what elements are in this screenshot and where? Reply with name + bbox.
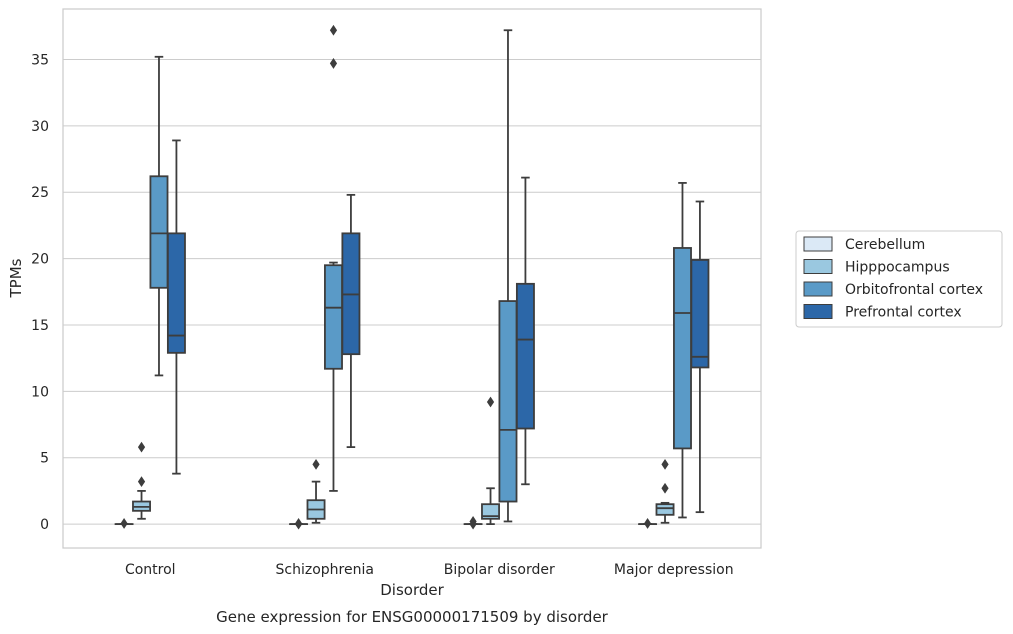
outlier-point [137, 441, 146, 453]
box-2-1 [481, 396, 500, 526]
legend-swatch [803, 259, 833, 274]
legend-swatch [803, 304, 833, 319]
box-1-2 [324, 24, 343, 492]
x-tick-label: Control [125, 562, 176, 578]
legend-entry: Orbitofrontal cortex [845, 282, 983, 298]
x-tick-label: Schizophrenia [276, 562, 374, 578]
legend-entry: Cerebellum [845, 237, 925, 253]
box-iqr [690, 259, 710, 369]
outlier-point [312, 458, 320, 470]
box-0-2 [149, 55, 169, 377]
legend-swatch [803, 281, 833, 297]
outlier-point [469, 516, 477, 527]
y-tick-label: 35 [31, 52, 49, 68]
box-plot-area [114, 24, 710, 530]
box-1-1 [306, 458, 326, 524]
box-iqr [655, 503, 675, 516]
y-tick-label: 20 [31, 252, 49, 268]
box-iqr [515, 282, 535, 430]
box-iqr [498, 300, 518, 503]
box-2-2 [498, 29, 518, 523]
x-tick-label: Major depression [614, 562, 734, 578]
outlier-point [137, 476, 146, 488]
box-1-0 [289, 518, 309, 530]
box-3-2 [673, 182, 692, 519]
box-1-3 [341, 193, 361, 449]
box-0-1 [132, 441, 151, 520]
y-tick-label: 5 [40, 451, 49, 467]
chart-caption: Gene expression for ENSG00000171509 by d… [216, 608, 609, 626]
outlier-point [329, 58, 338, 69]
box-3-1 [655, 458, 675, 524]
box-0-0 [114, 518, 134, 529]
box-2-0 [463, 516, 483, 530]
y-tick-label: 30 [31, 119, 49, 135]
box-3-0 [638, 518, 658, 529]
legend: Cerebellum Hipppocampus Orbitofrontal cort… [795, 230, 1003, 328]
box-iqr [324, 264, 343, 370]
y-tick-label: 15 [31, 318, 49, 334]
outlier-point [329, 24, 338, 36]
y-tick-label: 10 [31, 384, 49, 400]
x-axis-label: Disorder [380, 581, 444, 599]
legend-swatch [803, 236, 833, 252]
legend-entry: Prefrontal cortex [845, 305, 962, 321]
x-tick-label: Bipolar disorder [444, 562, 555, 578]
box-2-3 [515, 176, 535, 486]
box-0-3 [166, 139, 186, 475]
plot-frame [62, 8, 762, 549]
outlier-point [661, 458, 669, 470]
legend-entry: Hipppocampus [845, 260, 950, 276]
outlier-point [643, 518, 652, 529]
y-tick-label: 0 [40, 517, 49, 533]
outlier-point [486, 396, 495, 408]
box-iqr [673, 247, 692, 450]
y-tick-label: 25 [31, 185, 49, 201]
box-iqr [149, 175, 169, 289]
y-axis-label: TPMs [7, 258, 25, 298]
box-iqr [166, 232, 186, 354]
outlier-point [661, 482, 669, 494]
outlier-point [294, 518, 303, 529]
box-iqr [481, 503, 500, 520]
outlier-point [120, 518, 128, 529]
x-axis-ticks: Control Schizophrenia Bipolar disorder Majo… [125, 562, 734, 578]
y-axis-ticks: 0 5 10 15 20 25 30 35 [31, 52, 49, 533]
box-3-3 [690, 200, 710, 514]
legend-frame [795, 230, 1003, 328]
